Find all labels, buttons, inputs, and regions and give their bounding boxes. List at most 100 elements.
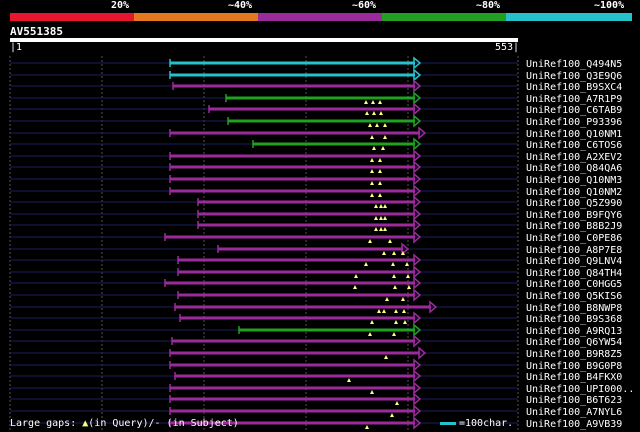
gap-marker-icon	[392, 332, 396, 336]
hit-label: UniRef100_Q84TH4	[526, 268, 622, 279]
hit-label: UniRef100_Q10NM3	[526, 175, 622, 186]
hit-end-arrow-icon	[429, 300, 438, 314]
gap-marker-icon	[391, 262, 395, 266]
gap-marker-icon	[406, 274, 410, 278]
scale-legend: =100char.	[440, 418, 513, 429]
gap-marker-icon	[383, 135, 387, 139]
hit-label: UniRef100_B9FQY6	[526, 210, 622, 221]
legend-label-40: ~40%	[228, 0, 253, 11]
hit-label: UniRef100_B8NWP8	[526, 303, 622, 314]
hit-end-arrow-icon	[418, 126, 427, 140]
gap-legend: Large gaps: ▲(in Query)/- (in Subject)	[10, 418, 239, 429]
hit-label: UniRef100_C6TAB9	[526, 105, 622, 116]
gap-marker-icon	[370, 169, 374, 173]
hit-label: UniRef100_A7R1P9	[526, 94, 622, 105]
gap-legend-subject: /- (in Subject)	[148, 418, 239, 429]
gap-marker-icon	[372, 146, 376, 150]
hit-end-arrow-icon	[418, 346, 427, 360]
gap-marker-icon	[353, 285, 357, 289]
query-title: AV551385	[10, 25, 63, 38]
gap-marker-icon	[375, 123, 379, 127]
gap-marker-icon	[364, 262, 368, 266]
hit-label: UniRef100_Q5Z990	[526, 198, 622, 209]
hit-end-arrow-icon	[413, 149, 422, 163]
hit-label: UniRef100_Q494N5	[526, 59, 622, 70]
gap-marker-icon	[392, 274, 396, 278]
hit-end-arrow-icon	[413, 218, 422, 232]
hit-end-arrow-icon	[413, 392, 422, 406]
gap-marker-icon	[378, 169, 382, 173]
gap-marker-icon	[402, 309, 406, 313]
gap-marker-icon	[370, 390, 374, 394]
hit-end-arrow-icon	[413, 195, 422, 209]
gap-marker-icon	[383, 227, 387, 231]
gap-marker-icon	[368, 123, 372, 127]
gap-marker-icon	[393, 285, 397, 289]
hit-label: UniRef100_Q6YW54	[526, 337, 622, 348]
gap-marker-icon	[383, 216, 387, 220]
hit-end-arrow-icon	[413, 207, 422, 221]
gap-marker-icon	[381, 146, 385, 150]
hit-end-arrow-icon	[413, 230, 422, 244]
hit-end-arrow-icon	[413, 323, 422, 337]
hit-label: UniRef100_A9VB39	[526, 419, 622, 430]
hit-end-arrow-icon	[413, 311, 422, 325]
gap-marker-icon	[370, 193, 374, 197]
gap-marker-icon	[378, 100, 382, 104]
hit-label: UniRef100_UPI000..	[526, 384, 634, 395]
hit-label: UniRef100_Q3E9Q6	[526, 71, 622, 82]
gap-marker-icon	[383, 123, 387, 127]
gap-marker-icon	[354, 274, 358, 278]
gap-marker-icon	[364, 100, 368, 104]
hit-end-arrow-icon	[413, 91, 422, 105]
hit-label: UniRef100_Q10NM2	[526, 187, 622, 198]
gap-marker-icon	[370, 320, 374, 324]
legend-segment-80	[382, 13, 506, 21]
gap-marker-icon	[382, 251, 386, 255]
gap-legend-prefix: Large gaps:	[10, 418, 83, 429]
gap-marker-icon	[384, 355, 388, 359]
gap-marker-icon	[378, 181, 382, 185]
hit-label: UniRef100_A7NYL6	[526, 407, 622, 418]
hit-label: UniRef100_A9RQ13	[526, 326, 622, 337]
hit-label: UniRef100_B9S368	[526, 314, 622, 325]
gap-marker-icon	[365, 425, 369, 429]
hit-end-arrow-icon	[413, 102, 422, 116]
hit-label: UniRef100_Q84QA6	[526, 163, 622, 174]
hit-end-arrow-icon	[413, 172, 422, 186]
gap-marker-icon	[372, 111, 376, 115]
gap-marker-icon	[379, 227, 383, 231]
hit-end-arrow-icon	[413, 137, 422, 151]
gap-marker-icon	[401, 297, 405, 301]
gap-marker-icon	[374, 216, 378, 220]
hit-end-arrow-icon	[413, 334, 422, 348]
legend-label-60: ~60%	[352, 0, 377, 11]
gap-marker-icon	[378, 158, 382, 162]
hit-end-arrow-icon	[401, 242, 410, 256]
legend-segment-100	[506, 13, 632, 21]
hit-end-arrow-icon	[413, 288, 422, 302]
hit-label: UniRef100_Q9LNV4	[526, 256, 622, 267]
legend-label-100: ~100%	[594, 0, 625, 11]
gap-marker-icon	[382, 309, 386, 313]
gap-marker-icon	[394, 320, 398, 324]
hit-end-arrow-icon	[413, 56, 422, 70]
gap-marker-icon	[374, 227, 378, 231]
gap-marker-icon	[401, 251, 405, 255]
gap-marker-icon	[347, 378, 351, 382]
gap-legend-query: (in Query)	[88, 418, 149, 429]
hit-end-arrow-icon	[413, 160, 422, 174]
legend-segment-60	[258, 13, 382, 21]
hit-label: UniRef100_B4FKX0	[526, 372, 622, 383]
gap-marker-icon	[379, 204, 383, 208]
query-sequence-bar	[10, 38, 518, 42]
gap-marker-icon	[390, 413, 394, 417]
gap-marker-icon	[370, 158, 374, 162]
legend-label-20: 20%	[111, 0, 130, 11]
gap-marker-icon	[374, 204, 378, 208]
scale-label: =100char.	[459, 418, 514, 429]
gap-marker-icon	[392, 251, 396, 255]
hit-label: UniRef100_B9SXC4	[526, 82, 622, 93]
hit-label: UniRef100_C6TOS6	[526, 140, 622, 151]
hit-label: UniRef100_Q5KIS6	[526, 291, 622, 302]
